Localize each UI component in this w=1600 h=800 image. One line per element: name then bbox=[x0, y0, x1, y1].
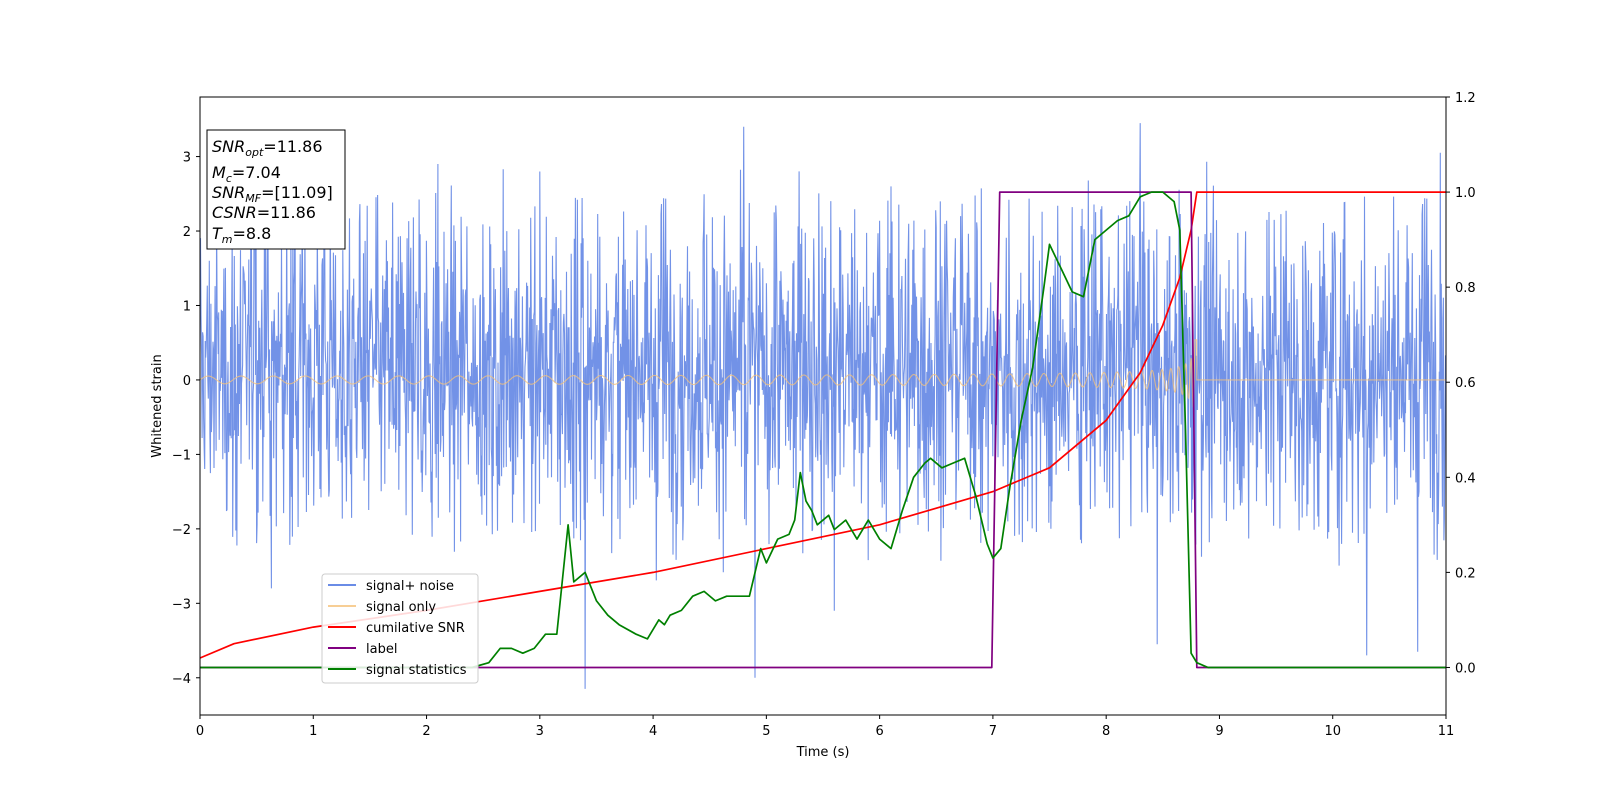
info-mc: Mc=7.04 bbox=[212, 163, 281, 185]
y-tick-label: −3 bbox=[172, 597, 191, 612]
legend-label: signal statistics bbox=[366, 663, 467, 678]
x-tick-label: 7 bbox=[989, 724, 997, 739]
y2-tick-label: 1.0 bbox=[1455, 186, 1476, 201]
x-tick-label: 1 bbox=[309, 724, 317, 739]
y2-tick-label: 0.6 bbox=[1455, 376, 1476, 391]
y2-tick-label: 0.2 bbox=[1455, 566, 1476, 581]
y-tick-label: 1 bbox=[183, 299, 191, 314]
x-tick-label: 5 bbox=[762, 724, 770, 739]
info-snr-mf: SNRMF=[11.09] bbox=[212, 183, 333, 205]
y-tick-label: −2 bbox=[172, 523, 191, 538]
y2-tick-label: 0.8 bbox=[1455, 281, 1476, 296]
x-tick-label: 0 bbox=[196, 724, 204, 739]
legend: signal+ noise signal only cumilative SNR la… bbox=[321, 573, 479, 684]
y-axis-title: Whitened strain bbox=[150, 354, 165, 457]
y2-tick-label: 0.0 bbox=[1455, 661, 1476, 676]
info-snr-mf-value: =[11.09] bbox=[261, 183, 333, 202]
info-snr-opt-value: =11.86 bbox=[263, 137, 322, 156]
x-axis-title: Time (s) bbox=[796, 745, 850, 760]
info-box-frame bbox=[206, 129, 346, 250]
x-tick-label: 9 bbox=[1215, 724, 1223, 739]
axes-ticks: 0 1 2 3 4 5 6 7 8 9 10 11 −4 −3 −2 −1 0 1 2 3 0.0 0.2 0.4 0.6 0.… bbox=[172, 91, 1476, 739]
y2-tick-label: 0.4 bbox=[1455, 471, 1476, 486]
y-tick-label: 0 bbox=[183, 374, 191, 389]
y-tick-label: 3 bbox=[183, 151, 191, 166]
info-box: SNRopt=11.86 Mc=7.04 SNRMF=[11.09] CSNR=… bbox=[206, 129, 346, 250]
y-tick-label: 2 bbox=[183, 225, 191, 240]
series-signal-only bbox=[200, 339, 1446, 408]
info-tm-value: =8.8 bbox=[233, 224, 272, 243]
info-mc-value: =7.04 bbox=[232, 163, 281, 182]
x-tick-label: 4 bbox=[649, 724, 657, 739]
series-signal-statistics bbox=[200, 191, 1446, 669]
x-tick-label: 8 bbox=[1102, 724, 1110, 739]
x-tick-label: 2 bbox=[422, 724, 430, 739]
plot-frame bbox=[199, 96, 1447, 716]
y-tick-label: −1 bbox=[172, 448, 191, 463]
info-snr-opt: SNRopt=11.86 bbox=[212, 137, 323, 159]
x-tick-label: 11 bbox=[1438, 724, 1455, 739]
y2-tick-label: 1.2 bbox=[1455, 91, 1476, 106]
x-tick-label: 6 bbox=[875, 724, 883, 739]
info-csnr-value: =11.86 bbox=[257, 203, 316, 222]
info-csnr: CSNR=11.86 bbox=[212, 203, 316, 222]
x-tick-label: 3 bbox=[536, 724, 544, 739]
series-signal-noise bbox=[200, 123, 1446, 689]
legend-label: signal only bbox=[366, 600, 436, 615]
legend-label: cumilative SNR bbox=[366, 621, 465, 636]
info-tm: Tm=8.8 bbox=[212, 224, 271, 246]
y-tick-label: −4 bbox=[172, 672, 191, 687]
legend-frame bbox=[321, 573, 479, 684]
legend-label: label bbox=[366, 642, 397, 657]
legend-label: signal+ noise bbox=[366, 579, 454, 594]
x-tick-label: 10 bbox=[1324, 724, 1341, 739]
